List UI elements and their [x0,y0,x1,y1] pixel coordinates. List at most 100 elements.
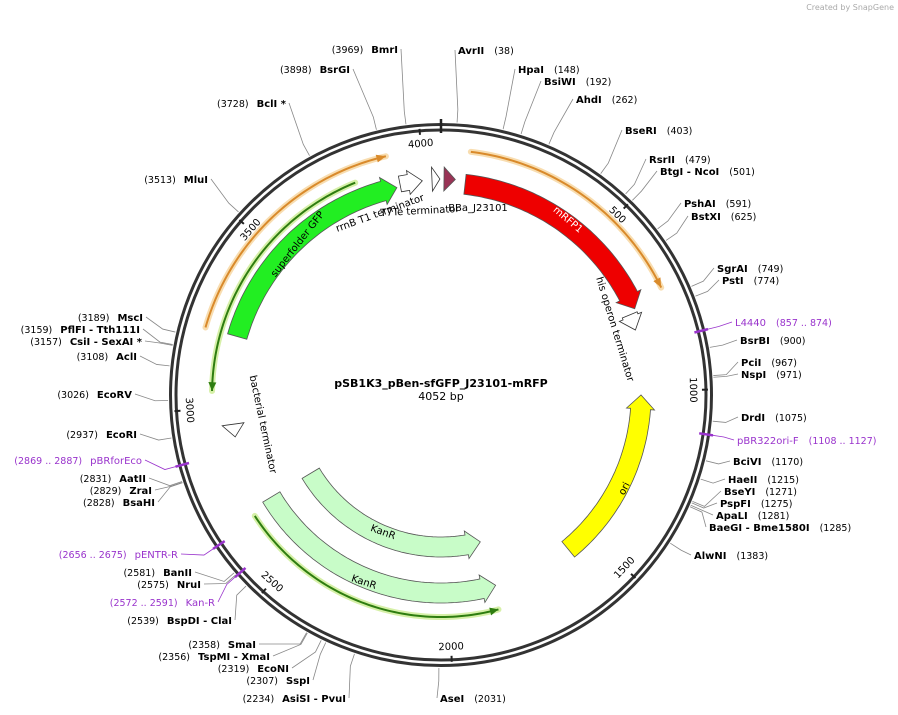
leader-line [258,632,307,645]
leader-line [436,667,440,699]
leader-line [600,129,623,174]
site-label: (2831) AatII [80,474,146,485]
site-label: (2575) NruI [137,580,201,591]
site-position: (2319) [218,664,250,675]
site-position: (1281) [758,511,790,522]
site-label: (3513) MluI [144,175,208,186]
leader-line [665,215,689,241]
feature-label: BBa_J23101 [448,203,508,214]
ring-tick-label: 2000 [438,641,464,653]
site-name: PspFI [720,499,751,510]
site-position: (2307) [246,676,278,687]
site-position: (479) [685,155,711,166]
site-position: (1215) [767,475,799,486]
site-position: (148) [554,65,580,76]
site-name: pBR322ori-F [737,436,799,447]
ring-tick-label: 4000 [408,138,434,151]
ring-tick [238,219,245,225]
site-position: (2828) [83,498,115,509]
watermark: Created by SnapGene [806,3,894,12]
arc-head [653,277,662,288]
site-label: NspI (971) [741,370,802,381]
site-label: HaeII (1215) [728,475,799,486]
plasmid-name: pSB1K3_pBen-sfGFP_J23101-mRFP [334,377,548,390]
site-position: (774) [754,276,780,287]
leader-line [520,80,542,135]
site-name: NruI [177,580,201,591]
site-name: BciVI [733,457,761,468]
site-label: PspFI (1275) [720,499,792,510]
site-name: BsrGI [320,65,350,76]
site-name: ZraI [129,486,152,497]
site-label: BseRI (403) [625,126,692,137]
leader-line [400,48,407,125]
site-position: (2539) [127,616,159,627]
primer-marker [212,540,226,550]
leader-line [288,102,310,156]
site-name: Kan-R [186,598,215,609]
site-name: BtgI - NcoI [660,167,719,178]
site-label: BtgI - NcoI (501) [660,167,755,178]
site-position: (1285) [820,523,852,534]
site-label: AhdI (262) [576,95,637,106]
site-label: (2869 .. 2887) pBRforEco [14,456,142,467]
leader-line [692,490,722,507]
site-name: PciI [741,358,761,369]
site-label: BstXI (625) [691,212,756,223]
leader-line [144,340,173,346]
site-label: (3969) BmrI [332,45,398,56]
site-position: (1170) [771,457,803,468]
site-position: (749) [758,264,784,275]
site-name: MscI [117,313,143,324]
site-position: (2031) [474,694,506,705]
site-position: (2575) [137,580,169,591]
site-name: RsrII [649,155,675,166]
site-position: (1383) [737,551,769,562]
site-position: (3108) [77,352,109,363]
site-name: BsaHI [123,498,155,509]
leader-line [348,653,355,699]
site-name: BseYI [724,487,755,498]
site-name: SgrAI [717,264,748,275]
site-label: (2828) BsaHI [83,498,155,509]
site-label: PshAI (591) [684,199,751,210]
site-label: BsiWI (192) [544,77,611,88]
site-label: BseYI (1271) [724,487,797,498]
site-name: BseRI [625,126,657,137]
site-name: BmrI [371,45,398,56]
site-position: (2581) [123,568,155,579]
site-label: L4440 (857 .. 874) [735,318,832,329]
site-label: (3159) PflFI - Tth111I [21,325,140,336]
site-label: (2937) EcoRI [66,430,137,441]
ring-tick-label: 3000 [183,397,196,423]
leader-line [691,502,718,509]
site-name: BsiWI [544,77,576,88]
site-position: (2234) [243,694,275,705]
leader-line [139,355,170,367]
site-position: (1275) [761,499,793,510]
feature-arrow [561,394,656,558]
site-position: (38) [494,46,514,57]
site-name: BanII [163,568,192,579]
feature-arrow [397,169,423,196]
site-position: (2358) [188,640,220,651]
leader-line [144,459,178,470]
leader-line [690,504,714,516]
leader-line [203,574,236,585]
arc-line [204,155,387,328]
leader-line [154,481,183,491]
site-label: BsrBI (900) [740,336,805,347]
site-name: EcoRI [106,430,137,441]
feature-arrow [431,165,441,193]
site-name: MluI [184,175,208,186]
site-position: (2829) [90,486,122,497]
site-label: AseI (2031) [440,694,506,705]
site-position: (2937) [66,430,98,441]
site-label: RsrII (479) [649,155,711,166]
leader-line [502,68,516,130]
leader-line [705,321,733,330]
site-label: pBR322ori-F (1108 .. 1127) [737,436,876,447]
arc-line [253,515,499,619]
leader-line [710,434,735,441]
site-name: EcoNI [257,664,289,675]
